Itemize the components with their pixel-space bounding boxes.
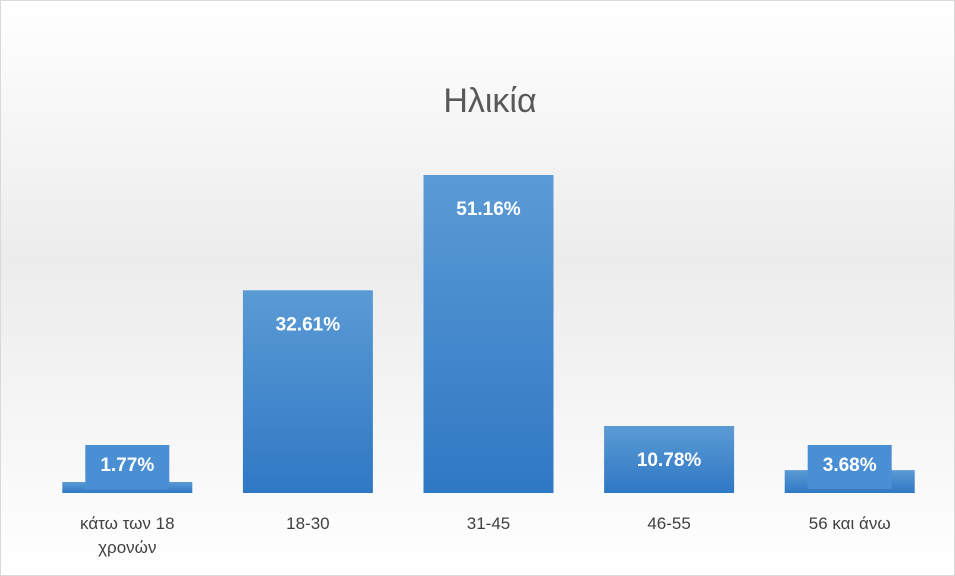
x-tick-label: 31-45 xyxy=(466,514,511,533)
bar xyxy=(242,290,373,493)
x-tick-label: κάτω των 18 χρονών xyxy=(80,514,175,557)
bar xyxy=(423,175,554,493)
bar xyxy=(604,425,735,493)
data-label: 10.78% xyxy=(637,450,702,471)
x-tick-label: 18-30 xyxy=(286,514,330,533)
data-label: 51.16% xyxy=(456,199,521,220)
data-label: 3.68% xyxy=(823,455,877,476)
chart-title: Ηλικία xyxy=(443,82,536,120)
x-tick-label: 46-55 xyxy=(647,514,691,533)
data-label-box xyxy=(807,445,892,489)
data-label: 1.77% xyxy=(100,455,154,476)
data-label-box xyxy=(85,445,170,489)
x-tick-label: 56 και άνω xyxy=(808,514,891,533)
data-label: 32.61% xyxy=(276,314,341,335)
